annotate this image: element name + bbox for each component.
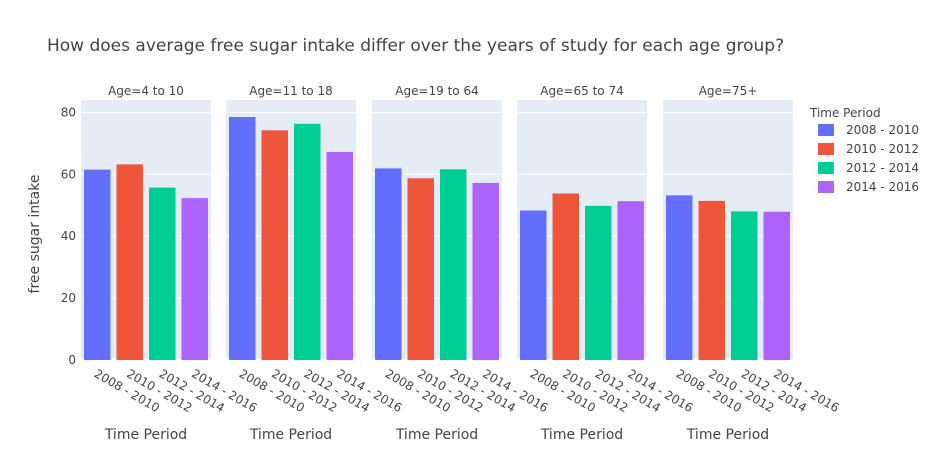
bar	[552, 193, 579, 360]
legend-item-label: 2014 - 2016	[846, 180, 919, 194]
legend-swatch	[818, 162, 834, 174]
x-axis-title: Time Period	[249, 427, 332, 443]
x-axis-title: Time Period	[686, 427, 769, 443]
legend-swatch	[818, 143, 834, 155]
bar	[181, 198, 208, 360]
x-axis-title: Time Period	[104, 427, 187, 443]
bar	[520, 210, 547, 360]
y-axis: 0 20 40 60 80	[61, 105, 76, 367]
bar	[731, 211, 758, 360]
bar	[294, 123, 321, 360]
legend-item-label: 2008 - 2010	[846, 123, 919, 137]
y-tick-label: 80	[61, 105, 76, 119]
y-axis-title: free sugar intake	[27, 175, 43, 294]
facet-label: Age=19 to 64	[395, 84, 478, 98]
bar	[617, 201, 644, 360]
facet-label: Age=75+	[699, 84, 758, 98]
facet-label: Age=65 to 74	[540, 84, 623, 98]
legend-item-label: 2010 - 2012	[846, 142, 919, 156]
bar	[261, 130, 288, 360]
bar	[763, 211, 790, 360]
bar	[407, 178, 434, 360]
facet-label: Age=11 to 18	[249, 84, 332, 98]
legend-swatch	[818, 124, 834, 136]
bar	[116, 164, 143, 360]
x-axis-title: Time Period	[540, 427, 623, 443]
bar	[326, 152, 353, 360]
bar	[698, 200, 725, 360]
bar	[472, 182, 499, 360]
y-tick-label: 0	[68, 353, 76, 367]
legend: Time Period 2008 - 2010 2010 - 2012 2012 -…	[809, 106, 919, 194]
chart-title: How does average free sugar intake diffe…	[47, 36, 784, 56]
bar	[666, 195, 693, 360]
bar	[585, 205, 612, 360]
bar	[229, 117, 256, 361]
y-tick-label: 60	[61, 167, 76, 181]
bar	[440, 169, 467, 360]
facet-label: Age=4 to 10	[108, 84, 184, 98]
legend-swatch	[818, 181, 834, 193]
bar	[84, 169, 111, 360]
bar	[375, 168, 402, 360]
legend-title: Time Period	[809, 106, 881, 120]
bar	[149, 187, 176, 360]
x-axis-title: Time Period	[395, 427, 478, 443]
y-tick-label: 40	[61, 229, 76, 243]
y-tick-label: 20	[61, 291, 76, 305]
legend-item-label: 2012 - 2014	[846, 161, 919, 175]
